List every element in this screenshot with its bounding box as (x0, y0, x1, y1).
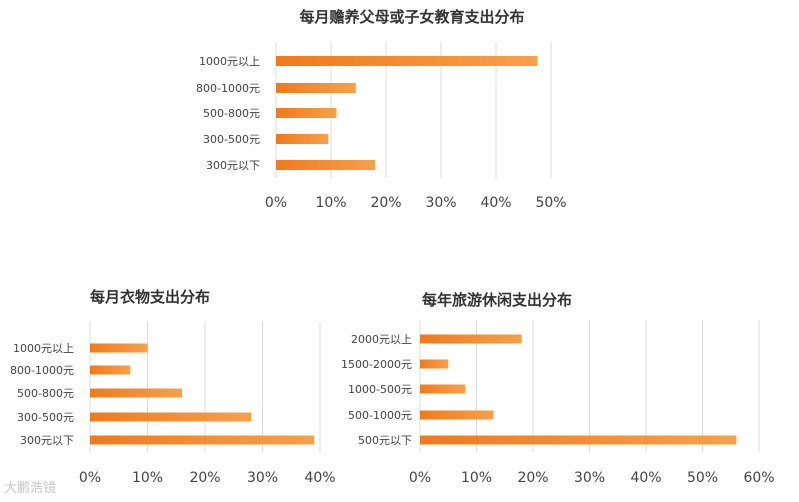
bar (420, 359, 449, 369)
x-tick-label: 20% (517, 470, 548, 486)
category-label: 1000元以上 (199, 55, 260, 68)
category-label: 800-1000元 (196, 82, 260, 95)
x-tick-label: 0% (409, 470, 431, 486)
chart-title: 每年旅游休闲支出分布 (422, 291, 572, 309)
bar (90, 365, 131, 375)
category-label: 300元以下 (206, 159, 260, 172)
category-label: 500元以下 (358, 434, 412, 447)
category-label: 300-500元 (17, 411, 74, 424)
chart-clothing: 每月衣物支出分布 1000元以上 800-1000元 500-800元 300-500… (10, 288, 336, 486)
bar (276, 134, 329, 144)
x-tick-label: 10% (461, 470, 492, 486)
bar (420, 410, 494, 420)
x-tick-label: 30% (247, 470, 278, 486)
bar (420, 334, 522, 344)
bar (276, 108, 337, 118)
category-label: 500-800元 (203, 107, 260, 120)
bar (276, 83, 356, 93)
bar (90, 388, 182, 398)
x-tick-label: 20% (189, 470, 220, 486)
chart-parent-education: 每月赡养父母或子女教育支出分布 1000元以上 800-1000元 500-800元… (196, 8, 567, 211)
category-label: 500-800元 (17, 387, 74, 400)
category-label: 800-1000元 (10, 364, 74, 377)
bar (420, 435, 737, 445)
bar (276, 56, 538, 66)
chart-title: 每月衣物支出分布 (90, 288, 210, 306)
x-tick-label: 10% (132, 470, 163, 486)
category-label: 2000元以上 (351, 333, 412, 346)
watermark: 大鹏浩镜 (4, 481, 57, 496)
x-tick-label: 40% (480, 195, 511, 211)
chart-travel: 每年旅游休闲支出分布 2000元以上 1500-2000元 1000-500元 500… (341, 291, 775, 486)
x-tick-label: 10% (315, 195, 346, 211)
bar (90, 412, 251, 422)
x-tick-label: 50% (535, 195, 566, 211)
x-tick-label: 30% (574, 470, 605, 486)
x-tick-label: 0% (265, 195, 287, 211)
x-tick-label: 30% (425, 195, 456, 211)
bar (90, 435, 315, 445)
x-tick-label: 40% (630, 470, 661, 486)
bar (276, 160, 375, 170)
category-label: 1000-500元 (348, 383, 412, 396)
chart-title: 每月赡养父母或子女教育支出分布 (299, 8, 524, 26)
bar (90, 343, 148, 353)
category-label: 300元以下 (20, 434, 74, 447)
bar (420, 384, 466, 394)
x-tick-label: 20% (370, 195, 401, 211)
x-tick-label: 40% (304, 470, 335, 486)
x-tick-label: 50% (687, 470, 718, 486)
x-tick-label: 60% (743, 470, 774, 486)
x-tick-label: 0% (79, 470, 101, 486)
category-label: 300-500元 (203, 133, 260, 146)
category-label: 500-1000元 (348, 409, 412, 422)
category-label: 1500-2000元 (341, 358, 412, 371)
category-label: 1000元以上 (13, 342, 74, 355)
